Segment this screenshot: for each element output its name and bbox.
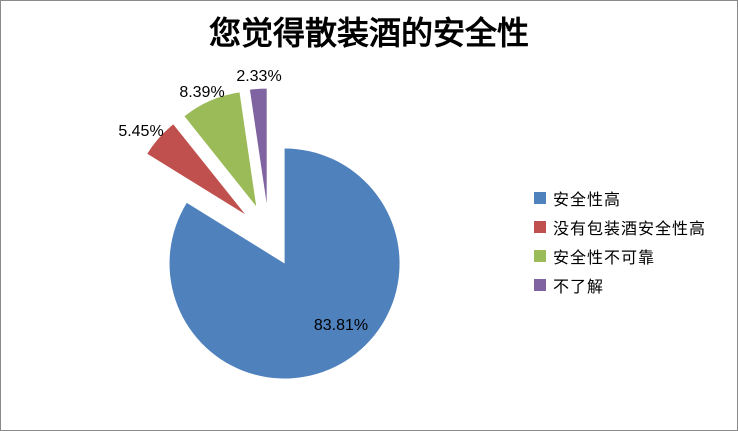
- legend-swatch-icon: [534, 220, 546, 233]
- legend-label-0: 安全性高: [553, 191, 622, 209]
- slice-value-label-1: 5.45%: [118, 123, 164, 140]
- legend-item-2: 安全性不可靠: [534, 241, 706, 270]
- slice-value-label-3: 2.33%: [236, 68, 282, 85]
- slice-value-label-0: 83.81%: [313, 317, 369, 334]
- pie-slice-1: [147, 124, 246, 215]
- pie-slice-0: [169, 148, 400, 379]
- legend-swatch-icon: [534, 249, 546, 262]
- legend-label-1: 没有包装酒安全性高: [553, 220, 707, 238]
- legend-item-0: 安全性高: [534, 183, 706, 212]
- legend-item-1: 没有包装酒安全性高: [534, 212, 706, 241]
- legend-swatch-icon: [534, 278, 546, 291]
- pie-slice-2: [184, 92, 257, 207]
- pie-slices-group: [147, 88, 400, 379]
- legend-swatch-icon: [534, 191, 546, 204]
- legend-label-2: 安全性不可靠: [553, 249, 656, 267]
- legend-item-3: 不了解: [534, 270, 706, 299]
- legend-label-3: 不了解: [553, 278, 605, 296]
- pie-slice-3: [249, 88, 267, 204]
- legend: 安全性高 没有包装酒安全性高 安全性不可靠 不了解: [534, 183, 706, 299]
- slice-value-label-2: 8.39%: [179, 84, 225, 101]
- chart-title: 您觉得散装酒的安全性: [208, 15, 529, 51]
